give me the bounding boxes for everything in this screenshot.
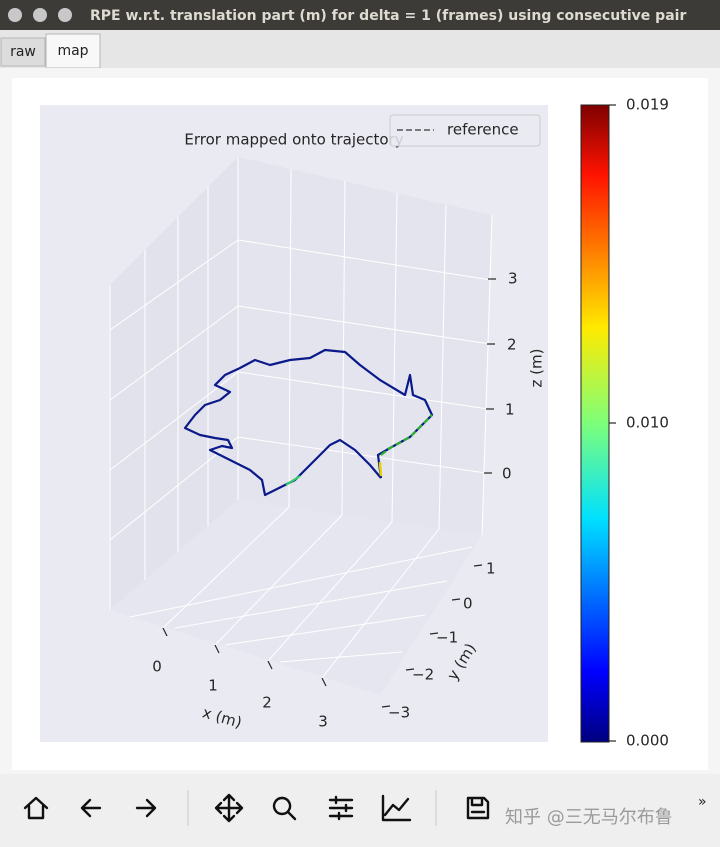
y-tick-label: 1 [486, 560, 496, 578]
x-tick-label: 1 [208, 677, 218, 695]
tab[interactable] [0, 37, 46, 67]
colorbar-ticks [609, 104, 616, 742]
colorbar-tick-label: 0.000 [626, 732, 669, 750]
colorbar [580, 104, 610, 743]
edit-axes-button[interactable] [381, 794, 412, 822]
y-tick-label: −3 [388, 704, 410, 722]
colorbar-tick-label: 0.019 [626, 96, 669, 114]
grid [109, 157, 493, 695]
tab-bar [0, 30, 720, 68]
title-bar [0, 0, 720, 30]
legend [389, 114, 541, 147]
x-tick-label: 0 [152, 658, 162, 676]
forward-button[interactable] [135, 798, 157, 818]
zoom-button[interactable] [272, 796, 297, 821]
z-tick-label: 0 [502, 465, 512, 483]
x-tick-label: 3 [318, 713, 328, 731]
tab-selected[interactable] [45, 33, 101, 69]
minimize-button[interactable] [33, 8, 47, 22]
home-button[interactable] [23, 796, 49, 820]
trajectory-peak-error [378, 461, 383, 477]
toolbar-overflow[interactable]: » [698, 794, 707, 810]
close-button[interactable] [8, 8, 22, 22]
y-tick-label: 0 [463, 595, 473, 613]
configure-button[interactable] [328, 795, 354, 821]
save-button[interactable] [466, 796, 490, 820]
pan-button[interactable] [214, 793, 244, 823]
maximize-button[interactable] [58, 8, 72, 22]
x-tick-label: 2 [262, 694, 272, 712]
window-title: RPE w.r.t. translation part (m) for delt… [90, 8, 686, 24]
y-tick-label: −1 [436, 629, 458, 647]
tab-label[interactable]: raw [10, 44, 36, 60]
legend-label: reference [447, 121, 519, 139]
toolbar [0, 774, 720, 847]
z-tick-label: 3 [508, 270, 518, 288]
z-tick-label: 2 [507, 336, 517, 354]
watermark: 知乎 @三无马尔布鲁 [505, 807, 673, 828]
tab-label[interactable]: map [57, 43, 88, 59]
back-button[interactable] [80, 798, 102, 818]
z-tick-label: 1 [505, 401, 515, 419]
y-tick-label: −2 [412, 666, 434, 684]
trajectory-mid-error [285, 475, 301, 486]
colorbar-tick-label: 0.010 [626, 414, 669, 432]
trajectory-high-error [380, 414, 433, 456]
z-axis-label: z (m) [528, 349, 546, 388]
plot-title: Error mapped onto trajectory [184, 131, 403, 149]
tick-marks [162, 278, 496, 708]
